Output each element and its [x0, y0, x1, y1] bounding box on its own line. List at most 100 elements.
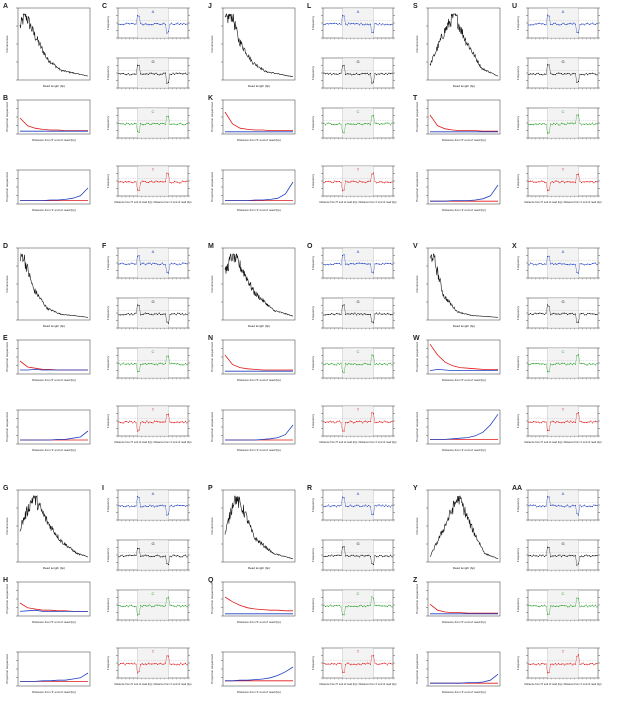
x-axis-label: Distance from 3' end of read (bp): [32, 448, 76, 452]
nucleotide-label-t: T: [357, 167, 360, 172]
x-axis-label-5: Distance from 5' end of read (bp): [524, 200, 562, 204]
three-prime-plot-frame: [222, 409, 296, 445]
y-axis-label: Frequency: [106, 15, 110, 30]
y-axis-label: Frequency: [516, 115, 520, 130]
composition-line-t: [323, 655, 393, 673]
y-axis-label: Proportion sequenced: [5, 342, 9, 372]
composition-line-c: [528, 354, 598, 372]
nucleotide-label-a: A: [152, 9, 155, 14]
nucleotide-label-g: G: [561, 299, 564, 304]
length-plot-frame: [17, 489, 91, 563]
y-axis-label: Frequency: [311, 355, 315, 370]
five-prime-ct-line: [19, 360, 88, 371]
panel-letter: E: [3, 335, 8, 342]
y-axis-label: Proportion sequenced: [415, 584, 419, 614]
panel-letter: D: [3, 243, 8, 250]
y-axis-label: Proportion sequenced: [5, 172, 9, 202]
y-axis-label: Frequency: [516, 65, 520, 80]
composition-point: [118, 73, 120, 75]
read-region: [137, 7, 169, 39]
x-axis-label: Distance from 5' end of read (bp): [442, 378, 486, 382]
nucleotide-label-g: G: [356, 299, 359, 304]
y-axis-label: Occurrences: [415, 35, 419, 53]
panel-group: P Q R Occurrences Read length (bp) Proportion…: [208, 485, 397, 694]
read-region: [137, 489, 169, 521]
panel-letter: R: [307, 485, 312, 492]
nucleotide-label-c: C: [562, 109, 565, 114]
y-axis-label: Frequency: [516, 255, 520, 270]
length-distribution-line: [19, 252, 89, 318]
composition-line-g: [323, 65, 393, 84]
nucleotide-label-g: G: [151, 59, 154, 64]
composition-line-g: [118, 304, 188, 324]
x-axis-label: Distance from 3' end of read (bp): [442, 208, 486, 212]
composition-line-t: [323, 412, 393, 432]
nucleotide-label-t: T: [562, 649, 565, 654]
y-axis-label: Proportion sequenced: [210, 172, 214, 202]
composition-line-g: [528, 546, 598, 566]
panel-letter: M: [208, 243, 214, 250]
composition-line-c: [118, 356, 188, 373]
read-region: [342, 405, 374, 437]
five-prime-ct-line: [224, 596, 293, 612]
y-axis-label: Frequency: [311, 597, 315, 612]
nucleotide-label-a: A: [562, 9, 565, 14]
five-prime-ga-line: [19, 609, 88, 612]
y-axis-label: Proportion sequenced: [5, 102, 9, 132]
length-distribution-line: [19, 494, 89, 558]
composition-line-t: [528, 654, 598, 674]
x-axis-label: Distance from 5' end of read (bp): [32, 620, 76, 624]
nucleotide-label-g: G: [151, 299, 154, 304]
y-axis-label: Frequency: [311, 173, 315, 188]
composition-line-a: [323, 15, 393, 33]
length-distribution-line: [429, 12, 498, 77]
five-prime-plot-frame: [17, 339, 91, 375]
five-prime-ct-line: [224, 354, 293, 371]
x-axis-label: Distance from 5' end of read (bp): [32, 138, 76, 142]
composition-line-a: [528, 496, 598, 516]
y-axis-label: Frequency: [516, 497, 520, 512]
read-region: [342, 7, 374, 39]
y-axis-label: Frequency: [106, 497, 110, 512]
three-prime-ga-line: [430, 673, 499, 684]
read-region: [137, 539, 169, 571]
composition-line-c: [528, 114, 598, 134]
three-prime-plot-frame: [427, 169, 501, 205]
x-axis-label-3: Distance from 3' end of read (bp): [359, 200, 397, 204]
x-axis-label-5: Distance from 5' end of read (bp): [114, 440, 152, 444]
composition-line-t: [118, 655, 188, 674]
length-plot-frame: [17, 7, 91, 81]
x-axis-label-5: Distance from 5' end of read (bp): [114, 200, 152, 204]
panel-group: V W X Occurrences Read length (bp) Proportion…: [413, 243, 602, 452]
five-prime-plot-frame: [17, 99, 91, 135]
y-axis-label: Proportion sequenced: [210, 654, 214, 684]
y-axis-label: Occurrences: [210, 517, 214, 535]
five-prime-plot-frame: [427, 99, 501, 135]
nucleotide-label-a: A: [357, 491, 360, 496]
panels-layer: A B C Occurrences Read length (bp) Proportion…: [3, 3, 602, 694]
three-prime-plot-frame: [17, 169, 91, 205]
nucleotide-label-t: T: [152, 167, 155, 172]
y-axis-label: Frequency: [311, 305, 315, 320]
x-axis-label: Read length (bp): [248, 566, 270, 570]
nucleotide-label-t: T: [562, 407, 565, 412]
y-axis-label: Proportion sequenced: [210, 102, 214, 132]
composition-point: [323, 24, 325, 26]
x-axis-label-3: Distance from 3' end of read (bp): [154, 440, 192, 444]
nucleotide-label-c: C: [562, 591, 565, 596]
nucleotide-label-c: C: [152, 109, 155, 114]
y-axis-label: Frequency: [311, 655, 315, 670]
composition-line-t: [323, 172, 393, 191]
five-prime-plot-frame: [427, 581, 501, 617]
y-axis-label: Frequency: [106, 173, 110, 188]
y-axis-label: Frequency: [106, 547, 110, 562]
nucleotide-label-a: A: [562, 249, 565, 254]
length-distribution-line: [429, 253, 498, 318]
panel-letter: L: [307, 3, 312, 10]
three-prime-plot-frame: [427, 409, 501, 445]
composition-line-c: [528, 597, 598, 615]
read-region: [342, 647, 374, 679]
five-prime-ct-line: [429, 114, 498, 132]
y-axis-label: Frequency: [106, 355, 110, 370]
